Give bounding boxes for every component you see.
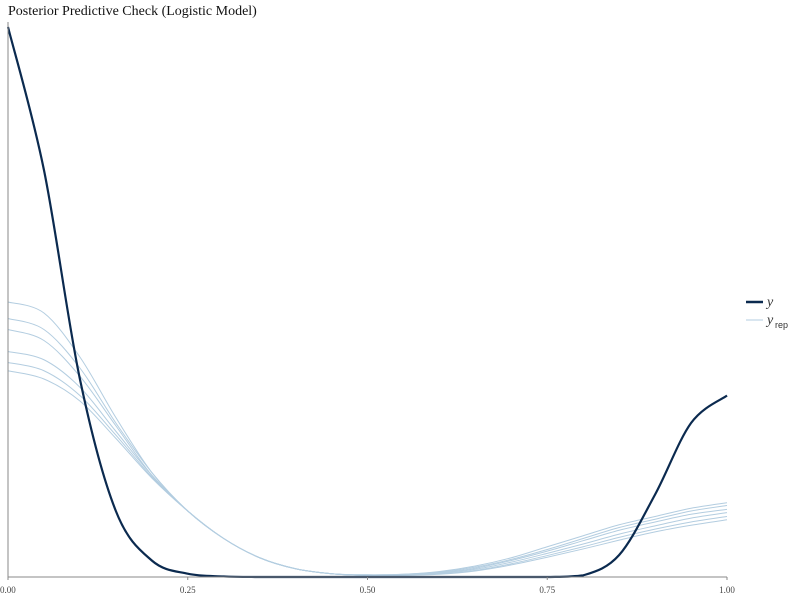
x-tick-label: 0.50 xyxy=(360,585,376,595)
y-rep-series-group xyxy=(7,301,728,577)
legend: y y rep xyxy=(746,295,788,330)
legend-label-y-rep: y xyxy=(765,313,774,328)
x-tick-group: 0.00 0.25 0.50 0.75 1.00 xyxy=(0,577,735,595)
x-tick-label: 0.25 xyxy=(180,585,196,595)
y-series-group xyxy=(6,26,728,579)
legend-label-y: y xyxy=(765,295,774,310)
x-tick-label: 0.75 xyxy=(539,585,555,595)
series-line-y xyxy=(6,26,728,579)
series-line-y-rep-3 xyxy=(7,329,728,576)
x-tick-label: 1.00 xyxy=(719,585,735,595)
legend-label-y-rep-subscript: rep xyxy=(775,320,788,330)
series-line-y-rep-4 xyxy=(7,351,728,576)
series-line-y-rep-6 xyxy=(7,370,728,577)
series-line-y-rep-2 xyxy=(7,318,728,576)
x-tick-label: 0.00 xyxy=(0,585,16,595)
series-line-y-rep-5 xyxy=(7,362,728,577)
plot-area xyxy=(6,26,728,579)
chart-title: Posterior Predictive Check (Logistic Mod… xyxy=(8,4,257,19)
